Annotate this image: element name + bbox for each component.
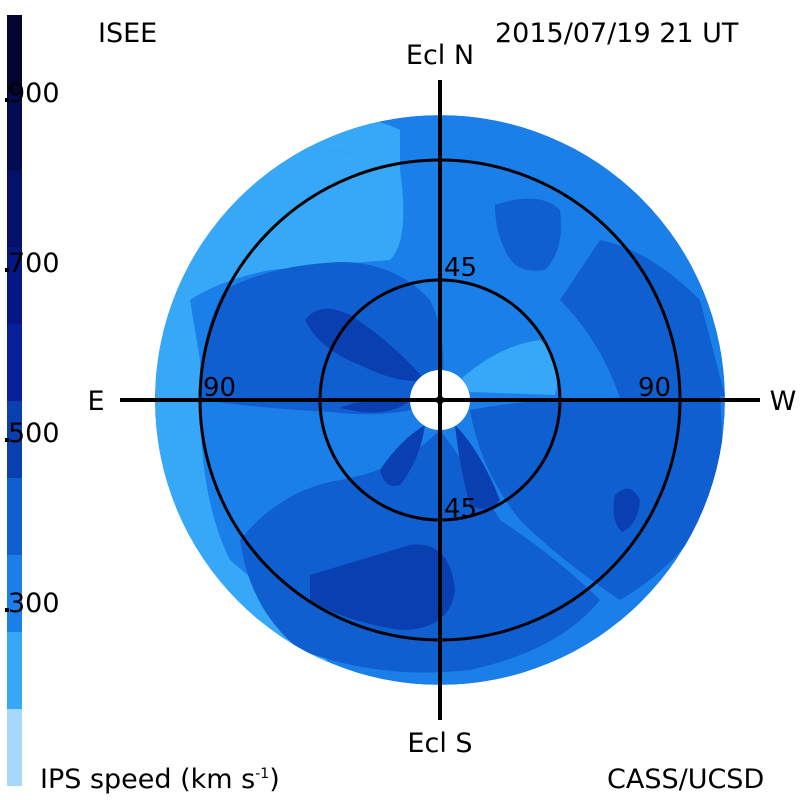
colorbar-label-900: 900 xyxy=(8,78,60,109)
axis-label-east: E xyxy=(87,386,104,417)
speed-region-light-west xyxy=(462,340,558,395)
speed-region-medium-northwest xyxy=(495,198,561,271)
colorbar-segment xyxy=(7,631,22,709)
colorbar-segment xyxy=(7,477,22,555)
axis-label-south: Ecl S xyxy=(407,728,472,759)
quantity-label: IPS speed (km s-1) xyxy=(40,766,280,793)
speed-region-dark-streak-east xyxy=(340,398,410,413)
colorbar-tick-900 xyxy=(5,98,9,102)
speed-region-dark-streak-se xyxy=(380,425,425,486)
ring-label-90-east: 90 xyxy=(203,373,236,403)
colorbar-segment xyxy=(7,708,22,786)
colorbar-tick-500 xyxy=(5,438,9,442)
colorbar-label-300: 300 xyxy=(8,588,60,619)
axis-label-west: W xyxy=(770,386,797,417)
speed-region-medium-west xyxy=(470,396,725,600)
colorbar-tick-700 xyxy=(5,268,9,272)
speed-region-dark-streak-ne xyxy=(305,308,425,381)
colorbar-label-700: 700 xyxy=(8,248,60,279)
speed-region-dark-streak-sw xyxy=(455,425,500,509)
quantity-text: IPS speed (km s xyxy=(40,764,256,795)
colorbar-segment xyxy=(7,15,22,93)
speed-region-dark-south xyxy=(310,544,455,630)
source-label: ISEE xyxy=(98,18,158,49)
quantity-exponent: -1 xyxy=(255,766,270,782)
colorbar-segment xyxy=(7,323,22,401)
colorbar-segment xyxy=(7,169,22,247)
speed-region-dark-spot-west xyxy=(613,488,640,532)
colorbar-segment xyxy=(7,554,22,632)
speed-colorbar xyxy=(0,0,34,800)
quantity-close: ) xyxy=(269,764,280,795)
colorbar-tick-300 xyxy=(5,608,9,612)
speed-region-medium-northwest-arm xyxy=(560,240,725,398)
ring-label-45-north: 45 xyxy=(444,253,477,283)
ring-label-45-south: 45 xyxy=(444,494,477,524)
colorbar-segment xyxy=(7,92,22,170)
colorbar-segment xyxy=(7,246,22,324)
colorbar-label-500: 500 xyxy=(8,418,60,449)
colorbar-segment xyxy=(7,400,22,478)
credit-label: CASS/UCSD xyxy=(607,764,765,795)
datetime-label: 2015/07/19 21 UT xyxy=(495,18,739,49)
axis-label-north: Ecl N xyxy=(406,40,474,71)
ring-label-90-west: 90 xyxy=(638,373,671,403)
